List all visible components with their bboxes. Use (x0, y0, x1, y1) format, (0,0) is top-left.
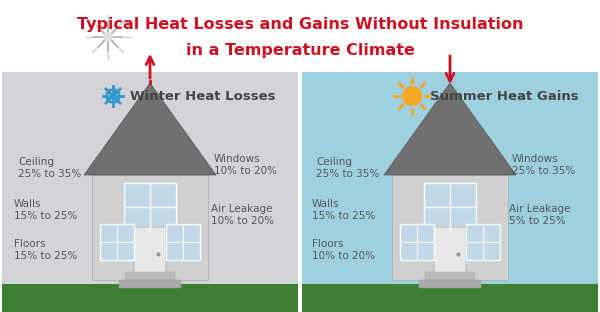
Text: Floors
10% to 20%: Floors 10% to 20% (312, 239, 375, 261)
Text: Air Leakage
10% to 20%: Air Leakage 10% to 20% (211, 204, 274, 226)
Bar (119, 280, 181, 288)
Text: Floors
15% to 25%: Floors 15% to 25% (14, 239, 77, 261)
Bar (419, 280, 481, 288)
Text: Typical Heat Losses and Gains Without Insulation: Typical Heat Losses and Gains Without In… (77, 17, 523, 32)
Bar (302, 284, 598, 312)
Circle shape (103, 32, 113, 42)
Text: Air Leakage
5% to 25%: Air Leakage 5% to 25% (509, 204, 571, 226)
Text: Ceiling
25% to 35%: Ceiling 25% to 35% (18, 157, 81, 179)
Text: Ceiling
25% to 35%: Ceiling 25% to 35% (316, 157, 379, 179)
Bar (392, 175, 508, 280)
Text: Windows
10% to 20%: Windows 10% to 20% (214, 154, 277, 176)
FancyBboxPatch shape (134, 227, 166, 281)
Bar (424, 183, 476, 231)
Bar (466, 224, 500, 260)
Text: Summer Heat Gains: Summer Heat Gains (430, 90, 578, 104)
Bar (125, 272, 175, 280)
Text: Windows
25% to 35%: Windows 25% to 35% (512, 154, 575, 176)
Text: in a Temperature Climate: in a Temperature Climate (185, 42, 415, 57)
Polygon shape (384, 83, 516, 175)
Bar (166, 224, 200, 260)
Circle shape (402, 86, 422, 106)
Bar (100, 224, 134, 260)
Text: Walls
15% to 25%: Walls 15% to 25% (14, 199, 77, 221)
Text: Walls
15% to 25%: Walls 15% to 25% (312, 199, 375, 221)
Bar (92, 175, 208, 280)
Bar (124, 183, 176, 231)
Bar (2, 72, 298, 312)
Bar (2, 306, 298, 312)
Bar (400, 224, 434, 260)
Bar (425, 272, 475, 280)
Bar (302, 306, 598, 312)
FancyBboxPatch shape (434, 227, 466, 281)
Bar (2, 284, 298, 312)
Polygon shape (84, 83, 216, 175)
Bar (302, 72, 598, 312)
Text: Winter Heat Losses: Winter Heat Losses (130, 90, 275, 104)
